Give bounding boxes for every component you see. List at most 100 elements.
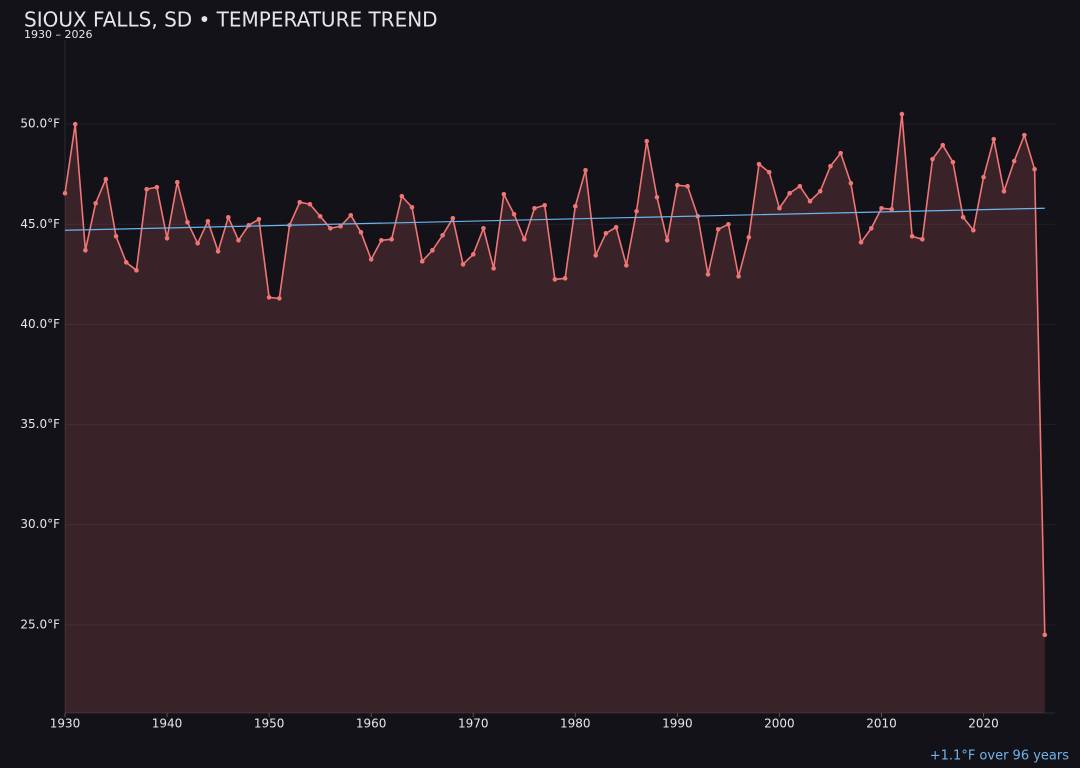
point xyxy=(624,263,629,268)
point xyxy=(277,296,282,301)
point xyxy=(266,295,272,300)
point xyxy=(511,211,517,217)
point xyxy=(634,208,639,214)
point xyxy=(481,225,486,231)
point xyxy=(379,237,384,243)
point xyxy=(83,248,88,253)
point xyxy=(409,204,415,210)
point xyxy=(328,225,333,231)
point xyxy=(419,259,425,264)
point xyxy=(715,226,721,232)
point xyxy=(562,276,568,281)
chart-title: SIOUX FALLS, SD • TEMPERATURE TREND xyxy=(24,8,438,32)
point xyxy=(62,190,68,196)
point xyxy=(297,199,303,205)
point xyxy=(195,241,200,246)
point xyxy=(756,161,762,167)
point xyxy=(848,180,854,186)
point xyxy=(991,136,997,142)
point xyxy=(236,237,241,243)
point xyxy=(164,235,170,241)
point xyxy=(317,213,323,219)
point xyxy=(450,215,456,221)
point xyxy=(72,121,78,127)
point xyxy=(1022,132,1027,138)
point xyxy=(1042,632,1048,638)
point xyxy=(777,205,782,211)
point xyxy=(664,237,670,243)
point xyxy=(889,206,895,212)
point xyxy=(134,268,139,273)
x-tick-label: 1970 xyxy=(458,717,489,731)
point xyxy=(868,225,874,231)
point xyxy=(940,142,946,148)
point xyxy=(542,202,547,208)
y-tick-label: 35.0°F xyxy=(20,417,60,431)
point xyxy=(430,248,435,253)
point xyxy=(103,176,109,182)
point xyxy=(215,249,221,254)
point xyxy=(256,216,262,222)
x-tick-label: 2010 xyxy=(866,717,897,731)
point xyxy=(838,150,843,156)
area xyxy=(65,114,1045,714)
point xyxy=(552,277,558,282)
point xyxy=(613,224,619,230)
point xyxy=(338,223,343,229)
x-tick-label: 1980 xyxy=(560,717,591,731)
point xyxy=(817,188,823,194)
point xyxy=(501,191,507,197)
point xyxy=(858,240,864,245)
point xyxy=(532,205,537,211)
point xyxy=(225,214,231,220)
point xyxy=(746,234,752,240)
point xyxy=(675,182,680,188)
point xyxy=(460,262,466,267)
point xyxy=(685,183,690,189)
point xyxy=(736,274,741,279)
point xyxy=(185,219,190,225)
point xyxy=(797,183,803,189)
x-tick-label: 1990 xyxy=(662,717,693,731)
point xyxy=(1032,166,1037,172)
x-tick-label: 2020 xyxy=(968,717,999,731)
point xyxy=(930,156,935,162)
point xyxy=(348,212,354,218)
point xyxy=(654,194,660,200)
x-tick-label: 1950 xyxy=(254,717,285,731)
point xyxy=(389,236,394,242)
point xyxy=(368,257,374,262)
annotation: +1.1°F over 96 years xyxy=(930,749,1069,764)
point xyxy=(113,233,119,239)
point xyxy=(154,184,160,190)
point xyxy=(909,233,915,239)
point xyxy=(573,203,578,209)
x-tick-label: 1940 xyxy=(152,717,183,731)
point xyxy=(981,174,986,180)
point xyxy=(358,229,364,235)
point xyxy=(950,159,956,165)
point xyxy=(93,200,98,206)
x-tick-label: 1930 xyxy=(50,717,81,731)
x-tick-label: 2000 xyxy=(764,717,795,731)
point xyxy=(440,232,445,238)
point xyxy=(920,236,925,242)
point xyxy=(787,190,792,196)
point xyxy=(491,266,496,271)
point xyxy=(705,272,711,277)
point xyxy=(1011,158,1017,164)
point xyxy=(399,193,405,199)
y-tick-label: 25.0°F xyxy=(20,617,60,631)
point xyxy=(879,205,884,211)
point xyxy=(123,260,129,265)
point xyxy=(470,252,476,257)
y-tick-label: 30.0°F xyxy=(20,517,60,531)
point xyxy=(971,227,976,233)
point xyxy=(521,236,527,242)
point xyxy=(828,163,833,169)
point xyxy=(960,214,966,220)
y-tick-label: 50.0°F xyxy=(20,117,60,131)
point xyxy=(174,179,180,185)
